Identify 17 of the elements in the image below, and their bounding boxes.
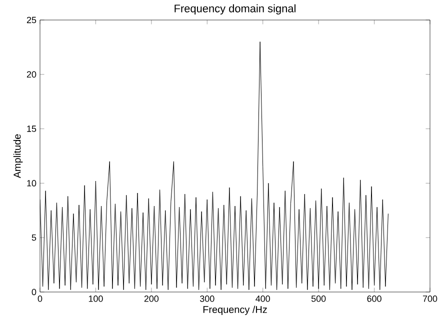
x-axis-title: Frequency /Hz [203, 306, 267, 315]
x-tick-label: 200 [144, 296, 159, 302]
y-axis-title: Amplitude [13, 134, 23, 178]
y-tick-label: 20 [26, 71, 36, 78]
x-tick-label: 0 [38, 296, 42, 302]
x-tick-label: 700 [422, 296, 438, 302]
x-tick-label: 100 [88, 296, 103, 302]
y-tick-label: 5 [32, 234, 36, 241]
x-tick-label: 300 [200, 296, 214, 302]
x-tick-label: 400 [256, 296, 270, 302]
y-tick-label: 15 [27, 126, 36, 132]
y-tick-label: 0 [32, 288, 36, 296]
y-tick-label: 25 [26, 16, 36, 24]
x-tick-label: 600 [367, 296, 382, 302]
chart-title: Frequency domain signal [174, 4, 296, 14]
y-tick-label: 10 [27, 180, 36, 186]
x-tick-label: 500 [311, 296, 326, 302]
